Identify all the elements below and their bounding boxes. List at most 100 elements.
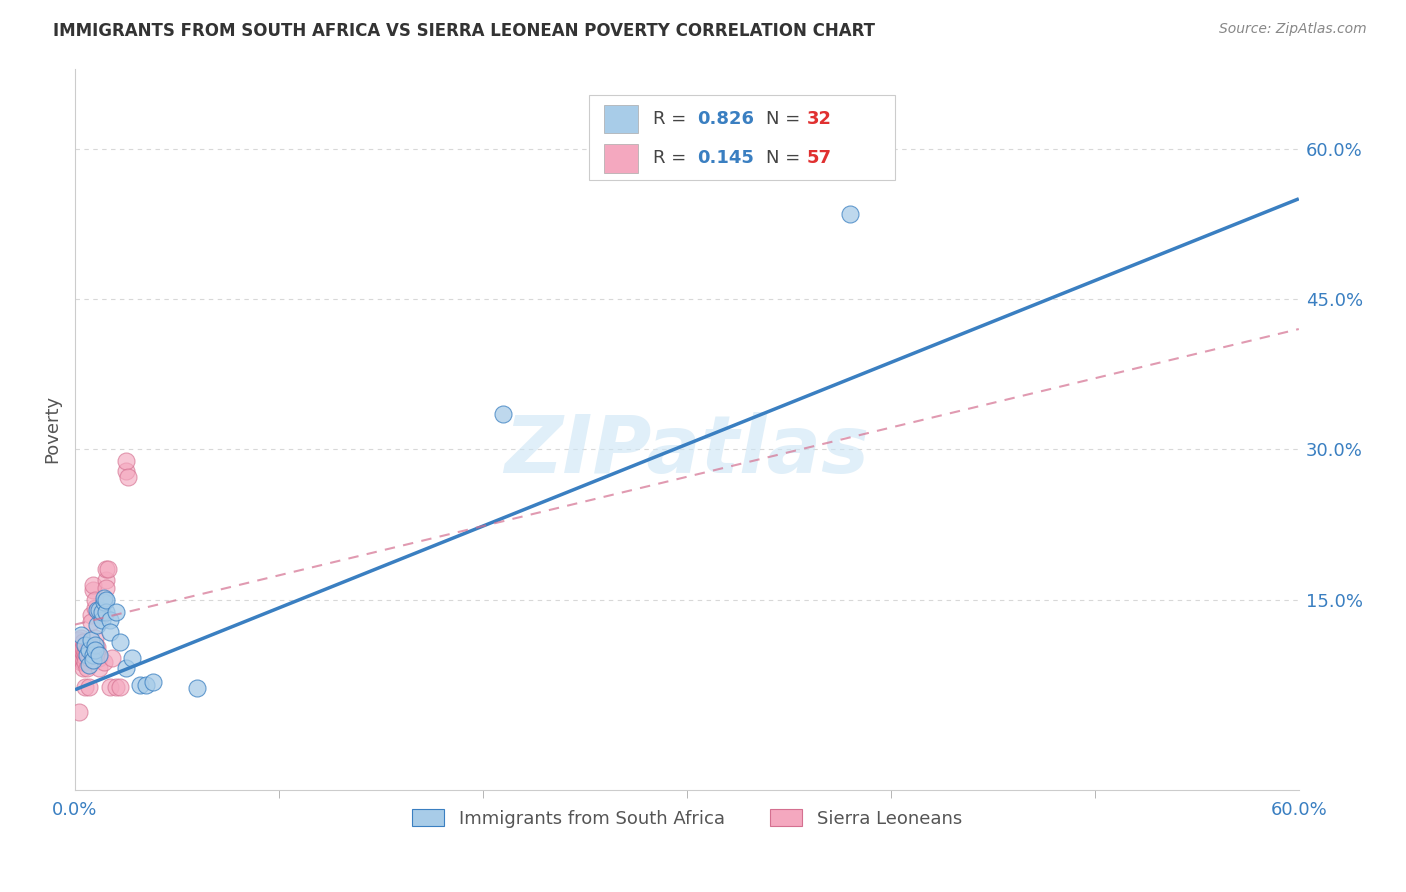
Text: ZIPatlas: ZIPatlas (505, 412, 869, 490)
Point (75, 649, 97, 664)
Point (97, 562, 120, 576)
Point (84, 638, 107, 652)
Point (75, 655, 97, 669)
Text: N =: N = (766, 110, 807, 128)
Text: IMMIGRANTS FROM SOUTH AFRICA VS SIERRA LEONEAN POVERTY CORRELATION CHART: IMMIGRANTS FROM SOUTH AFRICA VS SIERRA L… (53, 22, 876, 40)
Point (86, 640, 108, 654)
Point (72, 634, 94, 648)
Point (89, 650, 111, 665)
Point (94, 592, 117, 607)
Point (104, 680, 127, 694)
Point (115, 464, 138, 478)
Point (67, 650, 90, 665)
Point (121, 650, 143, 665)
Point (186, 681, 208, 695)
Point (79, 640, 101, 654)
Point (79, 650, 101, 665)
Point (67, 632, 90, 647)
Point (70, 642, 93, 657)
Point (135, 678, 157, 692)
Text: R =: R = (652, 149, 692, 167)
Point (492, 407, 515, 421)
Point (90, 613, 112, 627)
Point (94, 562, 117, 576)
Bar (603, 104, 638, 134)
Point (75, 680, 97, 694)
Text: 32: 32 (807, 110, 832, 128)
Point (93, 591, 115, 605)
Point (72, 645, 94, 659)
Point (89, 648, 111, 662)
Legend: Immigrants from South Africa, Sierra Leoneans: Immigrants from South Africa, Sierra Leo… (405, 802, 969, 835)
Point (75, 645, 97, 659)
Point (93, 655, 115, 669)
Point (72, 640, 94, 655)
Point (98, 624, 121, 639)
Text: 57: 57 (807, 149, 832, 167)
Point (75, 640, 97, 654)
Bar (603, 144, 638, 173)
Point (94, 605, 117, 619)
Point (129, 678, 152, 692)
Point (70, 649, 93, 664)
Point (70, 640, 93, 654)
Point (104, 605, 127, 619)
Y-axis label: Poverty: Poverty (44, 395, 60, 463)
Point (82, 648, 104, 662)
Point (72, 655, 94, 669)
Point (66, 638, 89, 652)
Text: R =: R = (652, 110, 692, 128)
Point (82, 582, 104, 597)
Point (70, 631, 93, 645)
Point (86, 617, 108, 632)
Point (108, 680, 131, 694)
Point (66, 645, 89, 659)
Point (75, 649, 97, 664)
Point (84, 642, 107, 657)
Point (70, 655, 93, 669)
Point (94, 581, 117, 595)
Point (79, 657, 101, 672)
Point (94, 573, 117, 587)
Point (90, 607, 112, 622)
Point (89, 602, 111, 616)
Point (90, 605, 112, 619)
Point (72, 640, 94, 654)
Point (72, 645, 94, 659)
Point (76, 648, 98, 662)
Point (70, 627, 93, 641)
Point (76, 645, 98, 659)
Point (98, 613, 121, 627)
Text: N =: N = (766, 149, 807, 167)
FancyBboxPatch shape (589, 95, 896, 180)
Point (100, 650, 122, 665)
Point (115, 454, 138, 468)
Point (72, 650, 94, 665)
Point (67, 640, 90, 655)
Point (80, 615, 103, 629)
Point (76, 661, 98, 675)
Point (84, 600, 107, 615)
Point (82, 577, 104, 591)
Point (117, 470, 139, 484)
Point (115, 661, 138, 675)
Point (80, 632, 103, 647)
Point (75, 645, 97, 659)
Point (84, 592, 107, 607)
Point (67, 705, 90, 719)
Text: 0.826: 0.826 (697, 110, 754, 128)
Point (70, 649, 93, 664)
Point (98, 680, 121, 694)
Point (75, 638, 97, 652)
Point (84, 631, 107, 645)
Point (79, 680, 101, 694)
Point (86, 602, 108, 616)
Point (82, 653, 104, 667)
Text: Source: ZipAtlas.com: Source: ZipAtlas.com (1219, 22, 1367, 37)
Point (79, 642, 101, 657)
Point (89, 661, 111, 675)
Point (86, 645, 108, 659)
Point (72, 661, 94, 675)
Point (108, 634, 131, 648)
Point (70, 642, 93, 657)
